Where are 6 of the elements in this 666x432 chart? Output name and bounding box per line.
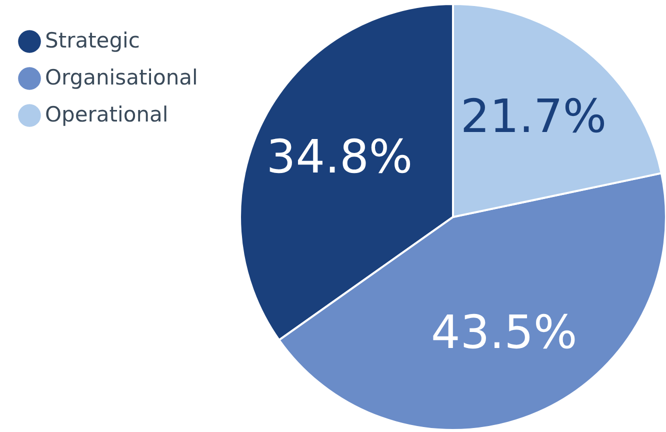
legend-label: Strategic [45,28,140,52]
data-label: 21.7% [460,88,607,143]
legend-label: Operational [45,102,168,126]
data-label: 34.8% [266,129,413,184]
data-label: 43.5% [431,305,578,360]
legend-label: Organisational [45,66,198,90]
